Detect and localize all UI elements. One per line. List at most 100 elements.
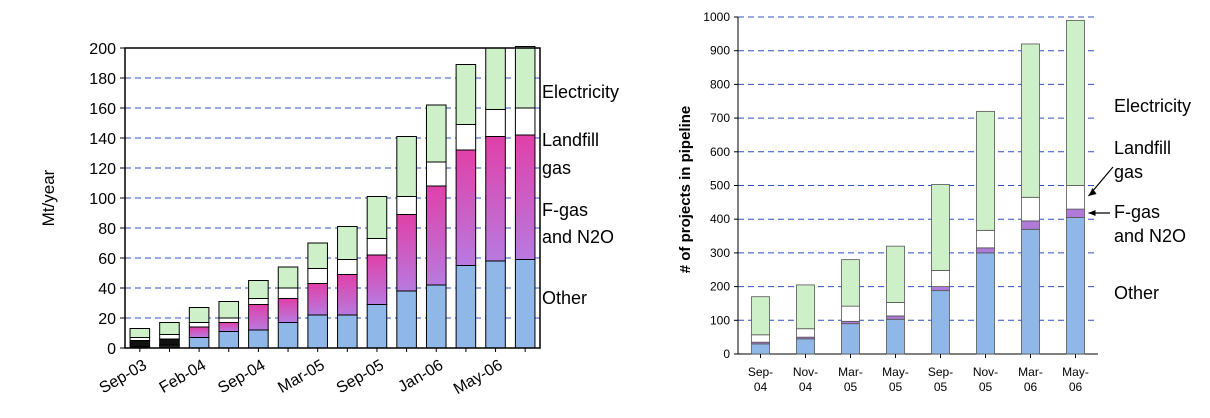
right-bar-landfill-gas xyxy=(1066,185,1085,210)
right-bar-electricity xyxy=(1021,43,1040,198)
left-bar-f-gas-and-n2o xyxy=(188,326,210,338)
right-x-tick-label-line1: Sep- xyxy=(928,365,953,379)
right-bar-other xyxy=(931,290,950,355)
left-bar-electricity xyxy=(396,136,417,197)
left-bar-electricity xyxy=(218,301,240,319)
right-x-tick-label-line2: 05 xyxy=(934,380,948,394)
left-bar-electricity xyxy=(514,46,536,109)
right-legend-fgas-line1: F-gas xyxy=(1114,202,1160,222)
left-legend-electricity: Electricity xyxy=(542,82,619,102)
left-bar-landfill-gas xyxy=(337,259,358,275)
left-y-tick-label: 20 xyxy=(98,311,116,328)
left-x-tick-label: Sep-03 xyxy=(97,357,150,398)
left-legend-fgas-line2: and N2O xyxy=(542,227,614,247)
left-bar-landfill-gas xyxy=(307,268,328,284)
right-legend-landfill-gas: Landfill gas xyxy=(1114,138,1171,182)
left-bar-other xyxy=(337,314,358,349)
left-bar-landfill-gas xyxy=(514,107,536,136)
left-bar-electricity xyxy=(277,266,299,289)
right-bar-other xyxy=(1066,217,1085,355)
left-bar-electricity xyxy=(425,104,447,163)
right-bar-f-gas-and-n2o xyxy=(976,247,995,254)
left-y-tick-label: 100 xyxy=(89,191,116,208)
left-bar-f-gas-and-n2o xyxy=(514,134,536,260)
right-bar-electricity xyxy=(976,110,995,231)
right-y-tick-label: 600 xyxy=(710,145,730,159)
right-legend-fgas: F-gas and N2O xyxy=(1114,202,1186,246)
left-bar-f-gas-and-n2o xyxy=(366,254,388,305)
right-fgas-arrowhead xyxy=(1088,210,1096,216)
right-x-tick-label-line2: 04 xyxy=(754,380,768,394)
left-x-tick-label: Mar-05 xyxy=(275,357,327,397)
right-bar-other xyxy=(976,252,995,355)
left-bar-other xyxy=(188,337,210,349)
left-bar-other xyxy=(455,265,477,349)
right-bar-other xyxy=(1021,228,1040,355)
left-y-axis-label: Mt/year xyxy=(39,169,58,226)
left-bar-landfill-gas xyxy=(159,334,180,340)
left-bar-electricity xyxy=(455,64,477,125)
right-y-tick-label: 500 xyxy=(710,179,730,193)
left-x-tick-label: Sep-05 xyxy=(334,357,387,398)
left-x-tick-label: Feb-04 xyxy=(157,357,209,397)
left-y-tick-label: 60 xyxy=(98,251,116,268)
right-bar-electricity xyxy=(886,245,905,303)
left-bar-landfill-gas xyxy=(188,322,210,328)
right-bar-electricity xyxy=(796,284,815,330)
left-bar-other xyxy=(485,260,506,349)
left-legend-landfill-gas: Landfill gas xyxy=(542,130,599,178)
left-bar-other xyxy=(248,329,269,349)
right-bar-landfill-gas xyxy=(886,302,905,317)
right-bar-other xyxy=(751,343,770,355)
right-y-tick-label: 800 xyxy=(710,77,730,91)
right-chart: 01002003004005006007008009001000Sep-04No… xyxy=(677,10,1191,394)
left-bar-electricity xyxy=(366,196,388,239)
right-bar-f-gas-and-n2o xyxy=(931,286,950,292)
left-legend-fgas: F-gas and N2O xyxy=(542,200,614,247)
right-bar-electricity xyxy=(841,259,860,307)
right-y-tick-label: 100 xyxy=(710,313,730,327)
left-bar-f-gas-and-n2o xyxy=(159,338,180,346)
left-plot-border xyxy=(124,47,541,349)
right-y-tick-label: 0 xyxy=(723,347,730,361)
right-y-tick-label: 400 xyxy=(710,212,730,226)
left-y-tick-label: 0 xyxy=(107,341,116,358)
left-y-tick-label: 140 xyxy=(89,131,116,148)
right-legend-landfill-line1: Landfill xyxy=(1114,138,1171,158)
left-bar-electricity xyxy=(248,280,269,299)
right-y-tick-label: 900 xyxy=(710,44,730,58)
left-bar-f-gas-and-n2o xyxy=(337,274,358,316)
right-y-tick-label: 300 xyxy=(710,246,730,260)
left-legend-landfill-line1: Landfill xyxy=(542,130,599,150)
left-bar-f-gas-and-n2o xyxy=(248,304,269,331)
left-y-tick-label: 160 xyxy=(89,101,116,118)
left-x-tick-label: Sep-04 xyxy=(215,357,268,398)
left-bar-other xyxy=(277,322,299,349)
left-bar-f-gas-and-n2o xyxy=(218,322,240,332)
right-bar-f-gas-and-n2o xyxy=(1066,208,1085,218)
right-y-tick-label: 1000 xyxy=(703,10,730,24)
left-legend: Electricity Landfill gas F-gas and N2O Other xyxy=(542,82,619,308)
left-bar-f-gas-and-n2o xyxy=(425,185,447,286)
left-y-tick-label: 120 xyxy=(89,161,116,178)
right-bar-landfill-gas xyxy=(931,270,950,288)
left-x-tick-label: Jan-06 xyxy=(395,357,446,396)
right-x-tick-label-line2: 06 xyxy=(1069,380,1083,394)
right-bar-landfill-gas xyxy=(751,334,770,343)
left-bar-landfill-gas xyxy=(218,317,240,323)
right-bar-electricity xyxy=(751,296,770,336)
left-bar-electricity xyxy=(337,226,358,260)
right-bar-f-gas-and-n2o xyxy=(1021,220,1040,230)
right-bar-electricity xyxy=(931,184,950,271)
left-bar-other xyxy=(396,290,417,349)
right-y-tick-label: 200 xyxy=(710,280,730,294)
right-x-tick-label-line2: 05 xyxy=(844,380,858,394)
right-bar-landfill-gas xyxy=(841,305,860,322)
right-x-tick-label-line1: Mar- xyxy=(1018,365,1043,379)
left-y-tick-label: 180 xyxy=(89,71,116,88)
right-x-tick-label-line1: May- xyxy=(882,365,909,379)
right-x-tick-label-line1: Nov- xyxy=(793,365,818,379)
left-bar-landfill-gas xyxy=(455,124,477,151)
